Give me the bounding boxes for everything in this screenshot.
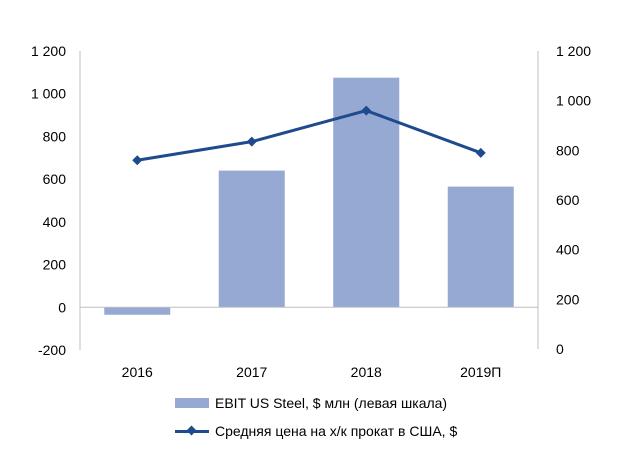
right-tick-label: 600	[556, 192, 580, 208]
line-series	[132, 105, 486, 166]
right-tick-label: 1 200	[556, 43, 591, 59]
left-tick-label: 400	[43, 214, 67, 230]
left-tick-label: 1 200	[31, 43, 66, 59]
bar-2019П	[447, 186, 514, 308]
left-tick-label: -200	[38, 342, 66, 358]
right-tick-label: 200	[556, 291, 580, 307]
right-tick-label: 800	[556, 142, 580, 158]
bar-series	[104, 77, 514, 315]
right-tick-label: 1 000	[556, 93, 591, 109]
bar-2016	[104, 307, 171, 315]
legend-item-ebit: EBIT US Steel, $ млн (левая шкала)	[175, 392, 457, 414]
legend-item-price: Средняя цена на х/к прокат в США, $	[175, 420, 457, 442]
right-tick-label: 400	[556, 242, 580, 258]
x-tick-label: 2016	[122, 364, 153, 380]
price-marker-2019П	[475, 147, 486, 158]
price-marker-2018	[361, 105, 372, 116]
chart: -200 0 200 400 600 800 1 000 1 200 0 200 400 600 80…	[31, 43, 591, 380]
price-marker-2017	[246, 136, 257, 147]
right-tick-label: 0	[556, 341, 564, 357]
left-tick-label: 600	[43, 171, 67, 187]
x-tick-label: 2018	[351, 364, 382, 380]
left-tick-label: 0	[58, 299, 66, 315]
right-axis-ticks: 0 200 400 600 800 1 000 1 200	[556, 43, 591, 357]
legend: EBIT US Steel, $ млн (левая шкала) Средн…	[175, 392, 457, 448]
left-tick-label: 800	[43, 128, 67, 144]
x-axis-labels: 2016 2017 2018 2019П	[122, 364, 502, 380]
legend-line-label: Средняя цена на х/к прокат в США, $	[215, 423, 458, 439]
left-tick-label: 200	[43, 257, 67, 273]
left-axis-ticks: -200 0 200 400 600 800 1 000 1 200	[31, 43, 66, 358]
x-tick-label: 2019П	[460, 364, 501, 380]
x-tick-label: 2017	[236, 364, 267, 380]
legend-line-swatch	[175, 425, 209, 436]
price-line	[137, 109, 482, 162]
left-tick-label: 1 000	[31, 86, 66, 102]
legend-bar-label: EBIT US Steel, $ млн (левая шкала)	[215, 395, 448, 411]
bar-2017	[218, 170, 285, 308]
legend-bar-swatch	[175, 398, 209, 408]
price-marker-2016	[132, 155, 143, 166]
